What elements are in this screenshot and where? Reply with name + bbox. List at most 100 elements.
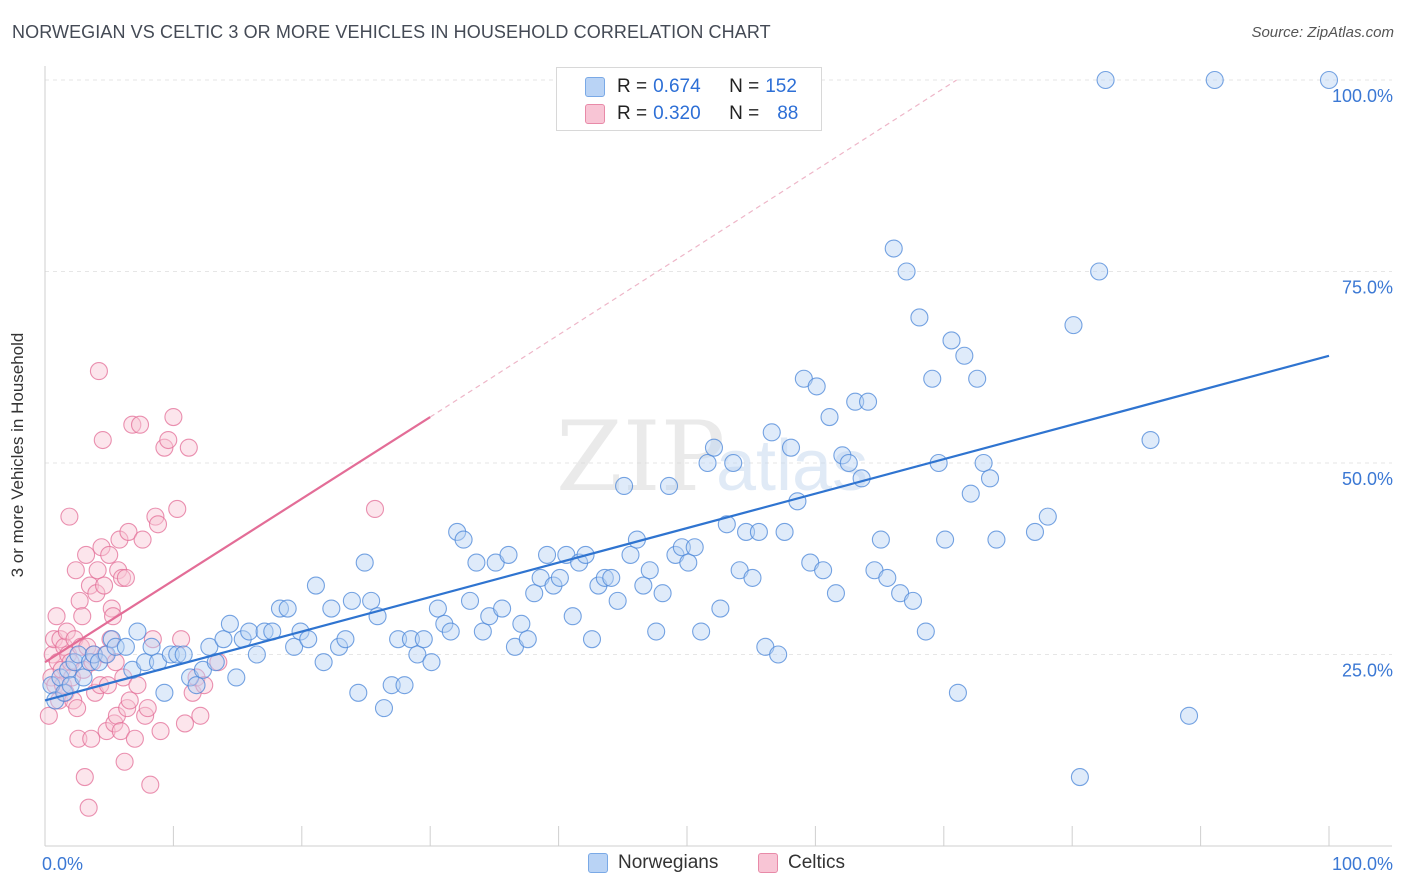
norwegian-point xyxy=(852,469,871,488)
norwegian-point xyxy=(422,653,441,672)
celtic-point xyxy=(116,568,135,587)
norwegian-point xyxy=(563,607,582,626)
norwegian-point xyxy=(781,438,801,457)
legend-swatch-celtics xyxy=(585,104,605,124)
legend-row-norwegians: R = 0.674 N = 152 xyxy=(585,75,797,99)
norwegian-point xyxy=(270,599,290,618)
norwegian-point xyxy=(349,683,368,702)
norwegian-point xyxy=(1205,70,1224,90)
norwegian-point xyxy=(846,392,865,411)
norwegian-point xyxy=(467,553,486,572)
legend-r-label: R = xyxy=(617,103,648,124)
norwegian-point xyxy=(602,568,621,587)
norwegian-point xyxy=(155,683,174,702)
celtic-point xyxy=(80,576,99,595)
celtic-point xyxy=(112,568,132,587)
norwegian-point xyxy=(987,530,1006,549)
celtic-point xyxy=(75,768,94,787)
celtic-point xyxy=(88,561,107,580)
norwegians-trend-line xyxy=(44,354,1330,702)
celtic-point xyxy=(89,362,108,381)
norwegian-point xyxy=(342,591,361,610)
norwegian-point xyxy=(168,645,187,664)
norwegian-point xyxy=(884,239,903,258)
legend-n-value: 152 xyxy=(765,76,797,97)
norwegian-point xyxy=(647,622,666,641)
norwegian-point xyxy=(322,599,341,618)
norwegian-point xyxy=(858,392,878,411)
norwegian-point xyxy=(833,446,852,465)
celtic-point xyxy=(168,499,187,519)
norwegian-point xyxy=(820,407,839,427)
norwegian-point xyxy=(717,515,736,534)
norwegian-point xyxy=(595,568,614,587)
norwegian-point xyxy=(839,453,858,473)
bottom-legend-swatch-celtics xyxy=(758,853,778,873)
norwegian-point xyxy=(615,476,634,496)
norwegian-point xyxy=(743,568,762,587)
norwegian-point xyxy=(454,530,473,549)
norwegian-point xyxy=(704,438,724,457)
norwegian-point xyxy=(448,522,467,541)
celtic-point xyxy=(125,729,144,748)
norwegian-point xyxy=(910,308,929,327)
legend-row-celtics: R = 0.320 N = 88 xyxy=(585,102,798,126)
norwegian-point xyxy=(278,599,297,618)
norwegian-point xyxy=(582,630,602,649)
norwegian-point xyxy=(1070,768,1089,787)
norwegian-point xyxy=(128,622,147,641)
norwegian-point xyxy=(414,630,433,649)
grid-lines xyxy=(45,79,1392,655)
celtic-point xyxy=(47,607,66,626)
celtic-point xyxy=(143,630,162,649)
norwegian-point xyxy=(499,545,518,564)
celtic-point xyxy=(151,722,170,741)
norwegian-point xyxy=(374,699,394,718)
celtic-point xyxy=(141,775,160,794)
norwegian-point xyxy=(187,676,206,695)
celtic-point xyxy=(70,591,89,610)
norwegian-point xyxy=(89,653,108,672)
celtic-point xyxy=(120,691,139,710)
celtic-point xyxy=(77,545,96,564)
norwegian-point xyxy=(74,668,93,687)
celtic-point xyxy=(93,430,112,450)
celtic-point xyxy=(187,668,206,687)
celtic-point xyxy=(111,722,130,741)
celtic-point xyxy=(133,530,152,549)
celtic-point xyxy=(138,699,157,718)
norwegian-point xyxy=(389,630,408,649)
norwegian-point xyxy=(441,622,460,641)
legend-swatch-norwegians xyxy=(585,77,605,97)
norwegian-point xyxy=(948,683,967,702)
norwegian-point xyxy=(255,622,274,641)
norwegian-point xyxy=(1096,70,1115,90)
norwegian-point xyxy=(59,660,78,679)
celtic-point xyxy=(195,676,214,695)
norwegian-point xyxy=(240,622,259,641)
celtic-point xyxy=(115,752,134,771)
norwegian-point xyxy=(174,645,193,664)
legend-n-label: N = xyxy=(729,103,760,124)
norwegian-point xyxy=(1025,522,1045,541)
norwegian-point xyxy=(942,331,961,350)
norwegian-point xyxy=(336,630,355,649)
legend-n-value: 88 xyxy=(777,103,799,124)
norwegian-point xyxy=(227,668,246,687)
norwegian-point xyxy=(980,469,1000,488)
norwegian-point xyxy=(1090,262,1109,281)
norwegian-point xyxy=(826,584,845,603)
celtic-point xyxy=(60,507,79,526)
y-tick-label: 75.0% xyxy=(1342,278,1393,298)
celtic-point xyxy=(365,499,385,519)
tick-labels: 25.0% 50.0% 75.0% 100.0% 0.0% 100.0% xyxy=(42,86,1393,874)
norwegian-point xyxy=(106,637,125,656)
axes xyxy=(44,66,1392,847)
celtic-point xyxy=(102,599,121,618)
x-tick-label-max: 100.0% xyxy=(1332,854,1393,874)
celtic-point xyxy=(148,515,168,534)
x-tick-label-min: 0.0% xyxy=(42,854,83,874)
celtic-point xyxy=(97,722,116,741)
celtic-point xyxy=(172,630,191,649)
norwegian-point xyxy=(659,476,679,496)
